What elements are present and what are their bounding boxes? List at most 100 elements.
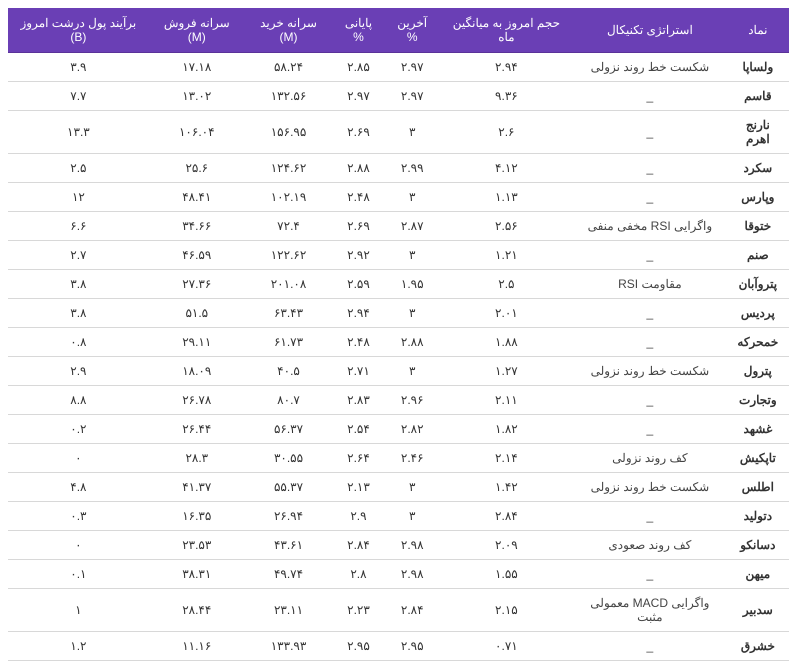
cell-value: ۲.۷ — [8, 241, 149, 270]
cell-value: ۱ — [8, 589, 149, 632]
cell-value: ۲.۹۹ — [385, 154, 440, 183]
cell-value: ۰.۸ — [8, 328, 149, 357]
cell-value: ۱.۵۵ — [440, 560, 573, 589]
cell-value: ۲۳.۱۱ — [245, 589, 332, 632]
cell-value: ۲۳.۵۳ — [149, 531, 245, 560]
cell-value: ۴.۱۲ — [440, 154, 573, 183]
cell-value: ۰.۲ — [8, 415, 149, 444]
cell-value: ۱۷.۱۸ — [149, 53, 245, 82]
cell-value: ۴۶.۵۹ — [149, 241, 245, 270]
cell-value: ۲۸.۳ — [149, 444, 245, 473]
cell-symbol: نارنج اهرم — [727, 111, 789, 154]
cell-symbol: میهن — [727, 560, 789, 589]
cell-value: ۱۸.۰۹ — [149, 357, 245, 386]
col-big-money: برآیند پول درشت امروز (B) — [8, 8, 149, 53]
cell-value: ۱۳.۰۲ — [149, 82, 245, 111]
cell-strategy: _ — [573, 502, 727, 531]
cell-value: ۲۹.۱۱ — [149, 328, 245, 357]
table-row: ختوقاواگرایی RSI مخفی منفی۲.۵۶۲.۸۷۲.۶۹۷۲… — [8, 212, 789, 241]
cell-symbol: ختوقا — [727, 212, 789, 241]
cell-value: ۲.۵۶ — [440, 212, 573, 241]
cell-value: ۲.۸۳ — [332, 386, 384, 415]
table-row: پردیس_۲.۰۱۳۲.۹۴۶۳.۴۳۵۱.۵۳.۸ — [8, 299, 789, 328]
cell-value: ۳ — [385, 473, 440, 502]
cell-strategy: _ — [573, 560, 727, 589]
cell-value: ۴۸.۴۱ — [149, 183, 245, 212]
cell-value: ۵۸.۲۴ — [245, 53, 332, 82]
cell-value: ۰ — [8, 531, 149, 560]
cell-value: ۲.۸۸ — [385, 328, 440, 357]
cell-value: ۲۷.۳۶ — [149, 270, 245, 299]
cell-value: ۳.۸ — [8, 270, 149, 299]
cell-value: ۲.۷۱ — [332, 357, 384, 386]
cell-strategy: _ — [573, 415, 727, 444]
col-strategy: استراتژی تکنیکال — [573, 8, 727, 53]
cell-value: ۲.۶۹ — [332, 111, 384, 154]
cell-value: ۲.۱۳ — [332, 473, 384, 502]
cell-strategy: شکست خط روند نزولی — [573, 53, 727, 82]
cell-value: ۲.۰۹ — [440, 531, 573, 560]
table-row: خمحرکه_۱.۸۸۲.۸۸۲.۴۸۶۱.۷۳۲۹.۱۱۰.۸ — [8, 328, 789, 357]
cell-value: ۶.۶ — [8, 212, 149, 241]
cell-value: ۲.۴۸ — [332, 183, 384, 212]
cell-value: ۴۳.۶۱ — [245, 531, 332, 560]
cell-strategy: _ — [573, 632, 727, 661]
cell-value: ۳۴.۶۶ — [149, 212, 245, 241]
col-sell-percap: سرانه فروش (M) — [149, 8, 245, 53]
table-row: سکرد_۴.۱۲۲.۹۹۲.۸۸۱۲۴.۶۲۲۵.۶۲.۵ — [8, 154, 789, 183]
header-row: نماد استراتژی تکنیکال حجم امروز به میانگ… — [8, 8, 789, 53]
cell-value: ۲.۴۸ — [332, 328, 384, 357]
cell-value: ۲۶.۷۸ — [149, 386, 245, 415]
cell-value: ۲۸.۴۴ — [149, 589, 245, 632]
cell-value: ۲.۹۵ — [385, 632, 440, 661]
cell-value: ۲.۹۴ — [440, 53, 573, 82]
cell-value: ۳ — [385, 111, 440, 154]
cell-value: ۲.۵ — [440, 270, 573, 299]
cell-value: ۳.۹ — [8, 53, 149, 82]
cell-strategy: _ — [573, 111, 727, 154]
cell-value: ۲.۸۴ — [440, 502, 573, 531]
cell-value: ۰ — [8, 444, 149, 473]
cell-value: ۷۲.۴ — [245, 212, 332, 241]
cell-symbol: اطلس — [727, 473, 789, 502]
cell-strategy: واگرایی RSI مخفی منفی — [573, 212, 727, 241]
cell-strategy: واگرایی MACD معمولی مثبت — [573, 589, 727, 632]
table-row: خشرق_۰.۷۱۲.۹۵۲.۹۵۱۳۳.۹۳۱۱.۱۶۱.۲ — [8, 632, 789, 661]
cell-value: ۱.۱۳ — [440, 183, 573, 212]
stock-table: نماد استراتژی تکنیکال حجم امروز به میانگ… — [8, 8, 789, 661]
cell-value: ۵۱.۵ — [149, 299, 245, 328]
cell-value: ۲.۸۴ — [332, 531, 384, 560]
cell-value: ۶۱.۷۳ — [245, 328, 332, 357]
table-row: صنم_۱.۲۱۳۲.۹۲۱۲۲.۶۲۴۶.۵۹۲.۷ — [8, 241, 789, 270]
cell-value: ۶۳.۴۳ — [245, 299, 332, 328]
cell-symbol: سکرد — [727, 154, 789, 183]
cell-strategy: شکست خط روند نزولی — [573, 473, 727, 502]
cell-strategy: _ — [573, 183, 727, 212]
cell-value: ۸.۸ — [8, 386, 149, 415]
cell-value: ۲.۹۷ — [385, 82, 440, 111]
cell-value: ۲.۸۷ — [385, 212, 440, 241]
cell-symbol: خشرق — [727, 632, 789, 661]
cell-strategy: کف روند نزولی — [573, 444, 727, 473]
cell-value: ۲.۵ — [8, 154, 149, 183]
table-row: وتجارت_۲.۱۱۲.۹۶۲.۸۳۸۰.۷۲۶.۷۸۸.۸ — [8, 386, 789, 415]
cell-value: ۰.۱ — [8, 560, 149, 589]
cell-value: ۴۱.۳۷ — [149, 473, 245, 502]
cell-strategy: _ — [573, 82, 727, 111]
col-buy-percap: سرانه خرید (M) — [245, 8, 332, 53]
table-row: تاپکیشکف روند نزولی۲.۱۴۲.۴۶۲.۶۴۳۰.۵۵۲۸.۳… — [8, 444, 789, 473]
cell-symbol: دتولید — [727, 502, 789, 531]
table-row: پترولشکست خط روند نزولی۱.۲۷۳۲.۷۱۴۰.۵۱۸.۰… — [8, 357, 789, 386]
cell-strategy: _ — [573, 386, 727, 415]
table-row: میهن_۱.۵۵۲.۹۸۲.۸۴۹.۷۴۳۸.۳۱۰.۱ — [8, 560, 789, 589]
cell-value: ۱.۲ — [8, 632, 149, 661]
cell-strategy: _ — [573, 241, 727, 270]
cell-value: ۲.۸۵ — [332, 53, 384, 82]
cell-value: ۲.۹۷ — [385, 53, 440, 82]
cell-value: ۰.۷۱ — [440, 632, 573, 661]
cell-value: ۳.۸ — [8, 299, 149, 328]
cell-value: ۳ — [385, 183, 440, 212]
cell-value: ۳ — [385, 299, 440, 328]
cell-symbol: صنم — [727, 241, 789, 270]
cell-value: ۲.۴۶ — [385, 444, 440, 473]
